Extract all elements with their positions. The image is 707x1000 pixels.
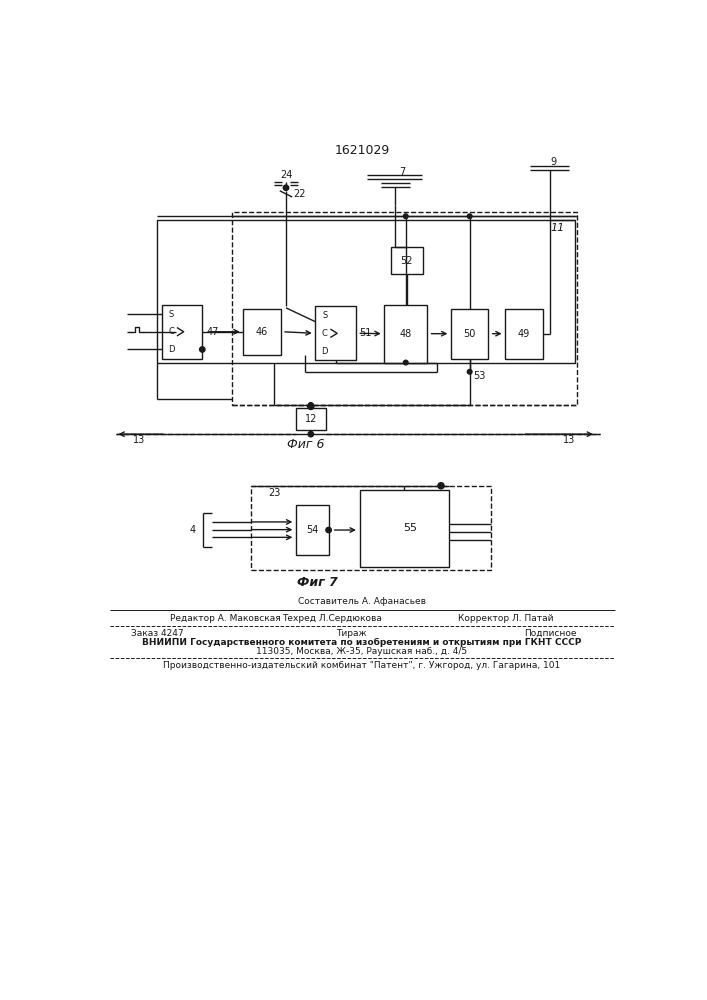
Text: S: S xyxy=(322,311,327,320)
Bar xyxy=(156,220,575,363)
Text: 13: 13 xyxy=(563,435,575,445)
Text: 7: 7 xyxy=(399,167,405,177)
Text: 22: 22 xyxy=(293,189,306,199)
Text: D: D xyxy=(168,345,175,354)
Text: Тираж: Тираж xyxy=(337,629,367,638)
Bar xyxy=(296,505,329,555)
Circle shape xyxy=(404,360,408,365)
Bar xyxy=(451,309,489,359)
Text: Составитель А. Афанасьев: Составитель А. Афанасьев xyxy=(298,597,426,606)
Text: 12: 12 xyxy=(305,414,317,424)
Circle shape xyxy=(308,403,313,407)
Text: Техред Л.Сердюкова: Техред Л.Сердюкова xyxy=(283,614,382,623)
Text: Фиг 6: Фиг 6 xyxy=(286,438,324,451)
Text: Редактор А. Маковская: Редактор А. Маковская xyxy=(170,614,281,623)
Bar xyxy=(391,247,423,274)
Text: 55: 55 xyxy=(404,523,417,533)
Text: 52: 52 xyxy=(401,256,413,266)
Text: 47: 47 xyxy=(207,327,219,337)
Bar xyxy=(385,305,427,363)
Text: 4: 4 xyxy=(189,525,195,535)
Text: S: S xyxy=(169,310,174,319)
Circle shape xyxy=(308,403,314,410)
Text: 46: 46 xyxy=(256,327,268,337)
Text: 51: 51 xyxy=(359,328,371,338)
Text: Производственно-издательский комбинат "Патент", г. Ужгород, ул. Гагарина, 101: Производственно-издательский комбинат "П… xyxy=(163,661,561,670)
Text: D: D xyxy=(322,347,328,356)
Text: 113035, Москва, Ж-35, Раушская наб., д. 4/5: 113035, Москва, Ж-35, Раушская наб., д. … xyxy=(257,647,467,656)
Text: 49: 49 xyxy=(518,329,530,339)
Text: 13: 13 xyxy=(133,435,145,445)
Text: C: C xyxy=(322,329,327,338)
Circle shape xyxy=(199,347,205,352)
Circle shape xyxy=(308,431,313,437)
Circle shape xyxy=(404,214,408,219)
Circle shape xyxy=(438,483,444,489)
Bar xyxy=(251,486,491,570)
Text: 24: 24 xyxy=(280,170,292,180)
Bar xyxy=(506,309,542,359)
Text: 48: 48 xyxy=(399,329,412,339)
Text: 1621029: 1621029 xyxy=(334,144,390,157)
Circle shape xyxy=(284,185,288,190)
Circle shape xyxy=(467,369,472,374)
Bar xyxy=(232,212,577,405)
Text: 53: 53 xyxy=(473,371,485,381)
Text: ВНИИПИ Государственного комитета по изобретениям и открытиям при ГКНТ СССР: ВНИИПИ Государственного комитета по изоб… xyxy=(142,638,582,647)
Bar xyxy=(243,309,281,355)
Text: 9: 9 xyxy=(550,157,556,167)
Text: Фиг 7: Фиг 7 xyxy=(297,576,337,588)
Circle shape xyxy=(467,214,472,219)
Text: 50: 50 xyxy=(464,329,476,339)
Text: C: C xyxy=(168,327,174,336)
Text: 11: 11 xyxy=(550,223,564,233)
Bar xyxy=(162,305,202,359)
Bar xyxy=(296,408,325,430)
Circle shape xyxy=(326,527,332,533)
Text: Заказ 4247: Заказ 4247 xyxy=(131,629,184,638)
Text: Подписное: Подписное xyxy=(524,629,577,638)
Text: Корректор Л. Патай: Корректор Л. Патай xyxy=(458,614,554,623)
Text: 23: 23 xyxy=(268,488,281,498)
Text: 54: 54 xyxy=(306,525,319,535)
Bar xyxy=(360,490,449,567)
Bar xyxy=(315,306,356,360)
